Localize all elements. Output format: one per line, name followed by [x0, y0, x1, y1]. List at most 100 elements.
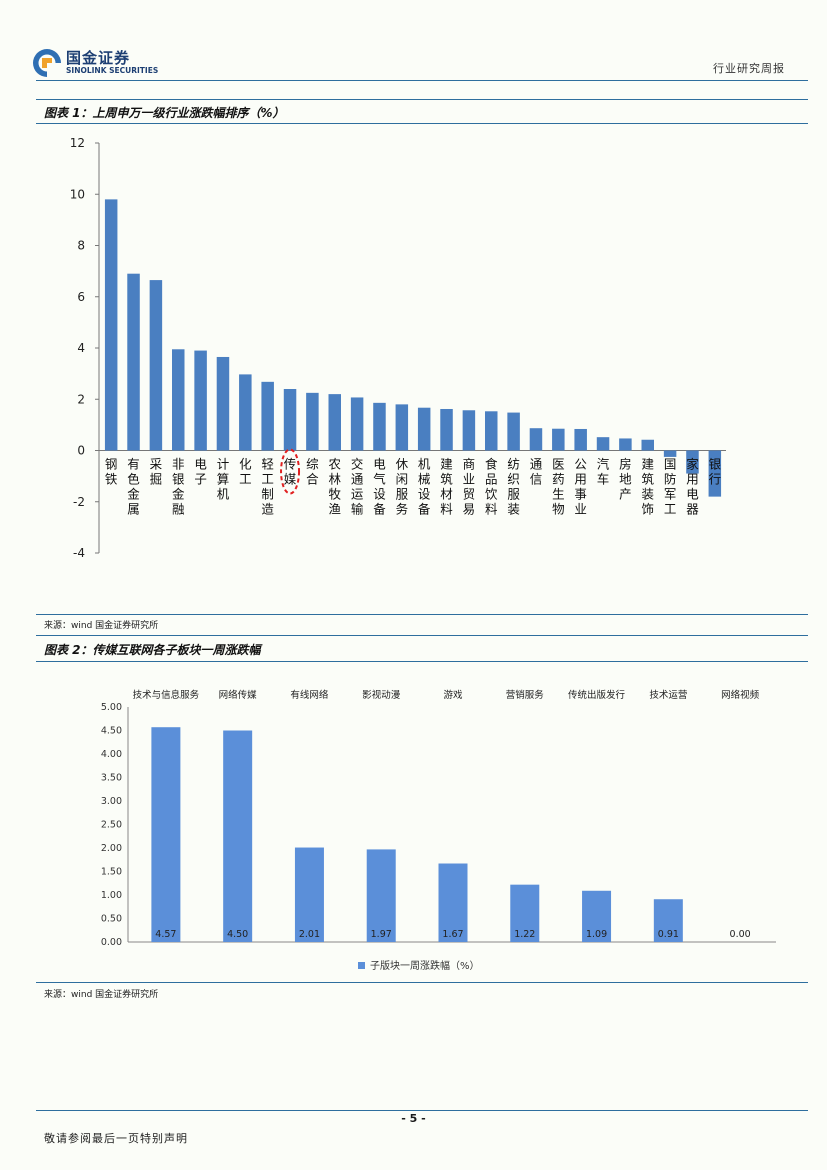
- bar: [172, 349, 185, 451]
- x-tick-label: 休闲服务: [396, 457, 409, 517]
- y-tick-label: 8: [77, 239, 85, 253]
- x-tick-label: 银行: [709, 457, 722, 487]
- x-tick-label: 汽车: [597, 457, 610, 487]
- figure2-source: 来源：wind 国金证券研究所: [44, 990, 159, 1000]
- data-label: 1.67: [442, 929, 463, 940]
- bar: [552, 428, 565, 451]
- data-label: 0.91: [658, 929, 679, 940]
- figure1-source: 来源：wind 国金证券研究所: [44, 621, 159, 631]
- header-divider: [36, 80, 808, 81]
- footer-divider: [36, 1110, 808, 1111]
- x-tick-label: 国防军工: [664, 457, 677, 517]
- y-tick-label: 2.00: [101, 843, 122, 854]
- x-tick-label: 医药生物: [552, 457, 565, 517]
- sinolink-logo-icon: [33, 49, 62, 78]
- x-tick-label: 公用事业: [574, 457, 587, 517]
- x-tick-label: 轻工制造: [261, 457, 274, 517]
- y-tick-label: 0.50: [101, 914, 122, 925]
- legend-swatch: [358, 962, 365, 969]
- bar: [127, 273, 140, 451]
- x-tick-label: 机械设备: [418, 457, 431, 517]
- y-tick-label: -2: [73, 495, 85, 509]
- highlight-circle: [280, 448, 301, 495]
- x-tick-label: 综合: [306, 457, 319, 487]
- disclaimer-note: 敬请参阅最后一页特别声明: [44, 1132, 188, 1145]
- bar: [462, 410, 476, 451]
- figure2-top-rule: [36, 635, 808, 636]
- category-label: 营销服务: [506, 689, 545, 701]
- y-tick-label: 3.00: [101, 796, 122, 807]
- bar: [440, 408, 453, 451]
- y-tick-label: 4.00: [101, 749, 122, 760]
- figure2-title-rule: [36, 661, 808, 662]
- bar: [507, 412, 520, 451]
- figure1-top-rule: [36, 99, 808, 100]
- bar: [151, 727, 181, 942]
- data-label: 1.22: [514, 929, 535, 940]
- bar: [366, 849, 396, 942]
- category-label: 影视动漫: [362, 689, 401, 701]
- x-tick-label: 建筑装饰: [641, 457, 654, 517]
- x-tick-label: 钢铁: [105, 457, 118, 487]
- x-tick-label: 食品饮料: [485, 457, 498, 517]
- figure1-title-rule: [36, 123, 808, 124]
- x-tick-label: 建筑材料: [440, 457, 453, 517]
- bar: [686, 450, 699, 474]
- y-tick-label: 0.00: [101, 937, 122, 948]
- y-tick-label: 6: [77, 290, 85, 304]
- bar: [373, 402, 386, 451]
- brand-name-en: SINOLINK SECURITIES: [66, 66, 159, 75]
- bar: [223, 730, 253, 942]
- x-tick-label: 房地产: [619, 457, 632, 502]
- x-tick-label: 商业贸易: [463, 457, 476, 517]
- x-tick-label: 电气设备: [373, 457, 386, 517]
- data-label: 4.50: [227, 929, 248, 940]
- bar: [395, 404, 409, 451]
- y-tick-label: 5.00: [101, 702, 122, 713]
- bar: [596, 437, 610, 451]
- figure1-bottom-rule: [36, 614, 808, 615]
- x-tick-label: 纺织服装: [507, 457, 520, 517]
- y-tick-label: 12: [70, 136, 85, 150]
- bar: [239, 374, 252, 451]
- x-tick-label: 农林牧渔: [328, 457, 341, 517]
- x-tick-label: 交通运输: [351, 457, 364, 517]
- company-logo: 国金证券 SINOLINK SECURITIES: [32, 46, 158, 78]
- report-type: 行业研究周报: [713, 62, 785, 75]
- bar: [294, 847, 324, 942]
- category-label: 技术运营: [649, 689, 687, 701]
- x-tick-label: 传媒: [284, 457, 297, 487]
- bar: [641, 439, 654, 451]
- category-label: 网络传媒: [219, 689, 258, 701]
- bar: [149, 280, 163, 451]
- y-tick-label: 1.50: [101, 867, 122, 878]
- category-label: 网络视频: [721, 689, 760, 701]
- data-label: 2.01: [299, 929, 320, 940]
- y-tick-label: 4.50: [101, 726, 122, 737]
- y-tick-label: -4: [73, 546, 85, 560]
- bar: [350, 397, 364, 451]
- x-tick-label: 非银金融: [172, 457, 185, 517]
- media-subsector-chart: 0.00 0.50 1.00 1.50 2.00 2.50 3.00 3.50 4.00 4.50…: [101, 689, 776, 972]
- y-tick-label: 10: [70, 187, 85, 201]
- bar: [104, 199, 118, 451]
- y-tick-label: 4: [77, 341, 85, 355]
- x-tick-label: 通信: [530, 457, 543, 487]
- y-tick-label: 2.50: [101, 820, 122, 831]
- data-label: 4.57: [155, 929, 176, 940]
- x-tick-label: 计算机: [217, 457, 230, 502]
- bar: [283, 389, 297, 451]
- page-number: - 5 -: [401, 1112, 426, 1125]
- category-label: 游戏: [443, 689, 463, 701]
- category-label: 有线网络: [290, 689, 329, 701]
- bar: [663, 450, 677, 457]
- bar: [653, 899, 683, 942]
- x-tick-label: 电子: [194, 457, 207, 487]
- category-label: 传统出版发行: [568, 689, 626, 701]
- bar: [417, 407, 431, 451]
- figure2-title: 图表 2：传媒互联网各子板块一周涨跌幅: [44, 643, 261, 657]
- data-label: 1.09: [586, 929, 607, 940]
- legend-label: 子版块一周涨跌幅（%）: [370, 959, 480, 972]
- x-tick-label: 采掘: [150, 457, 163, 487]
- bar: [510, 884, 540, 942]
